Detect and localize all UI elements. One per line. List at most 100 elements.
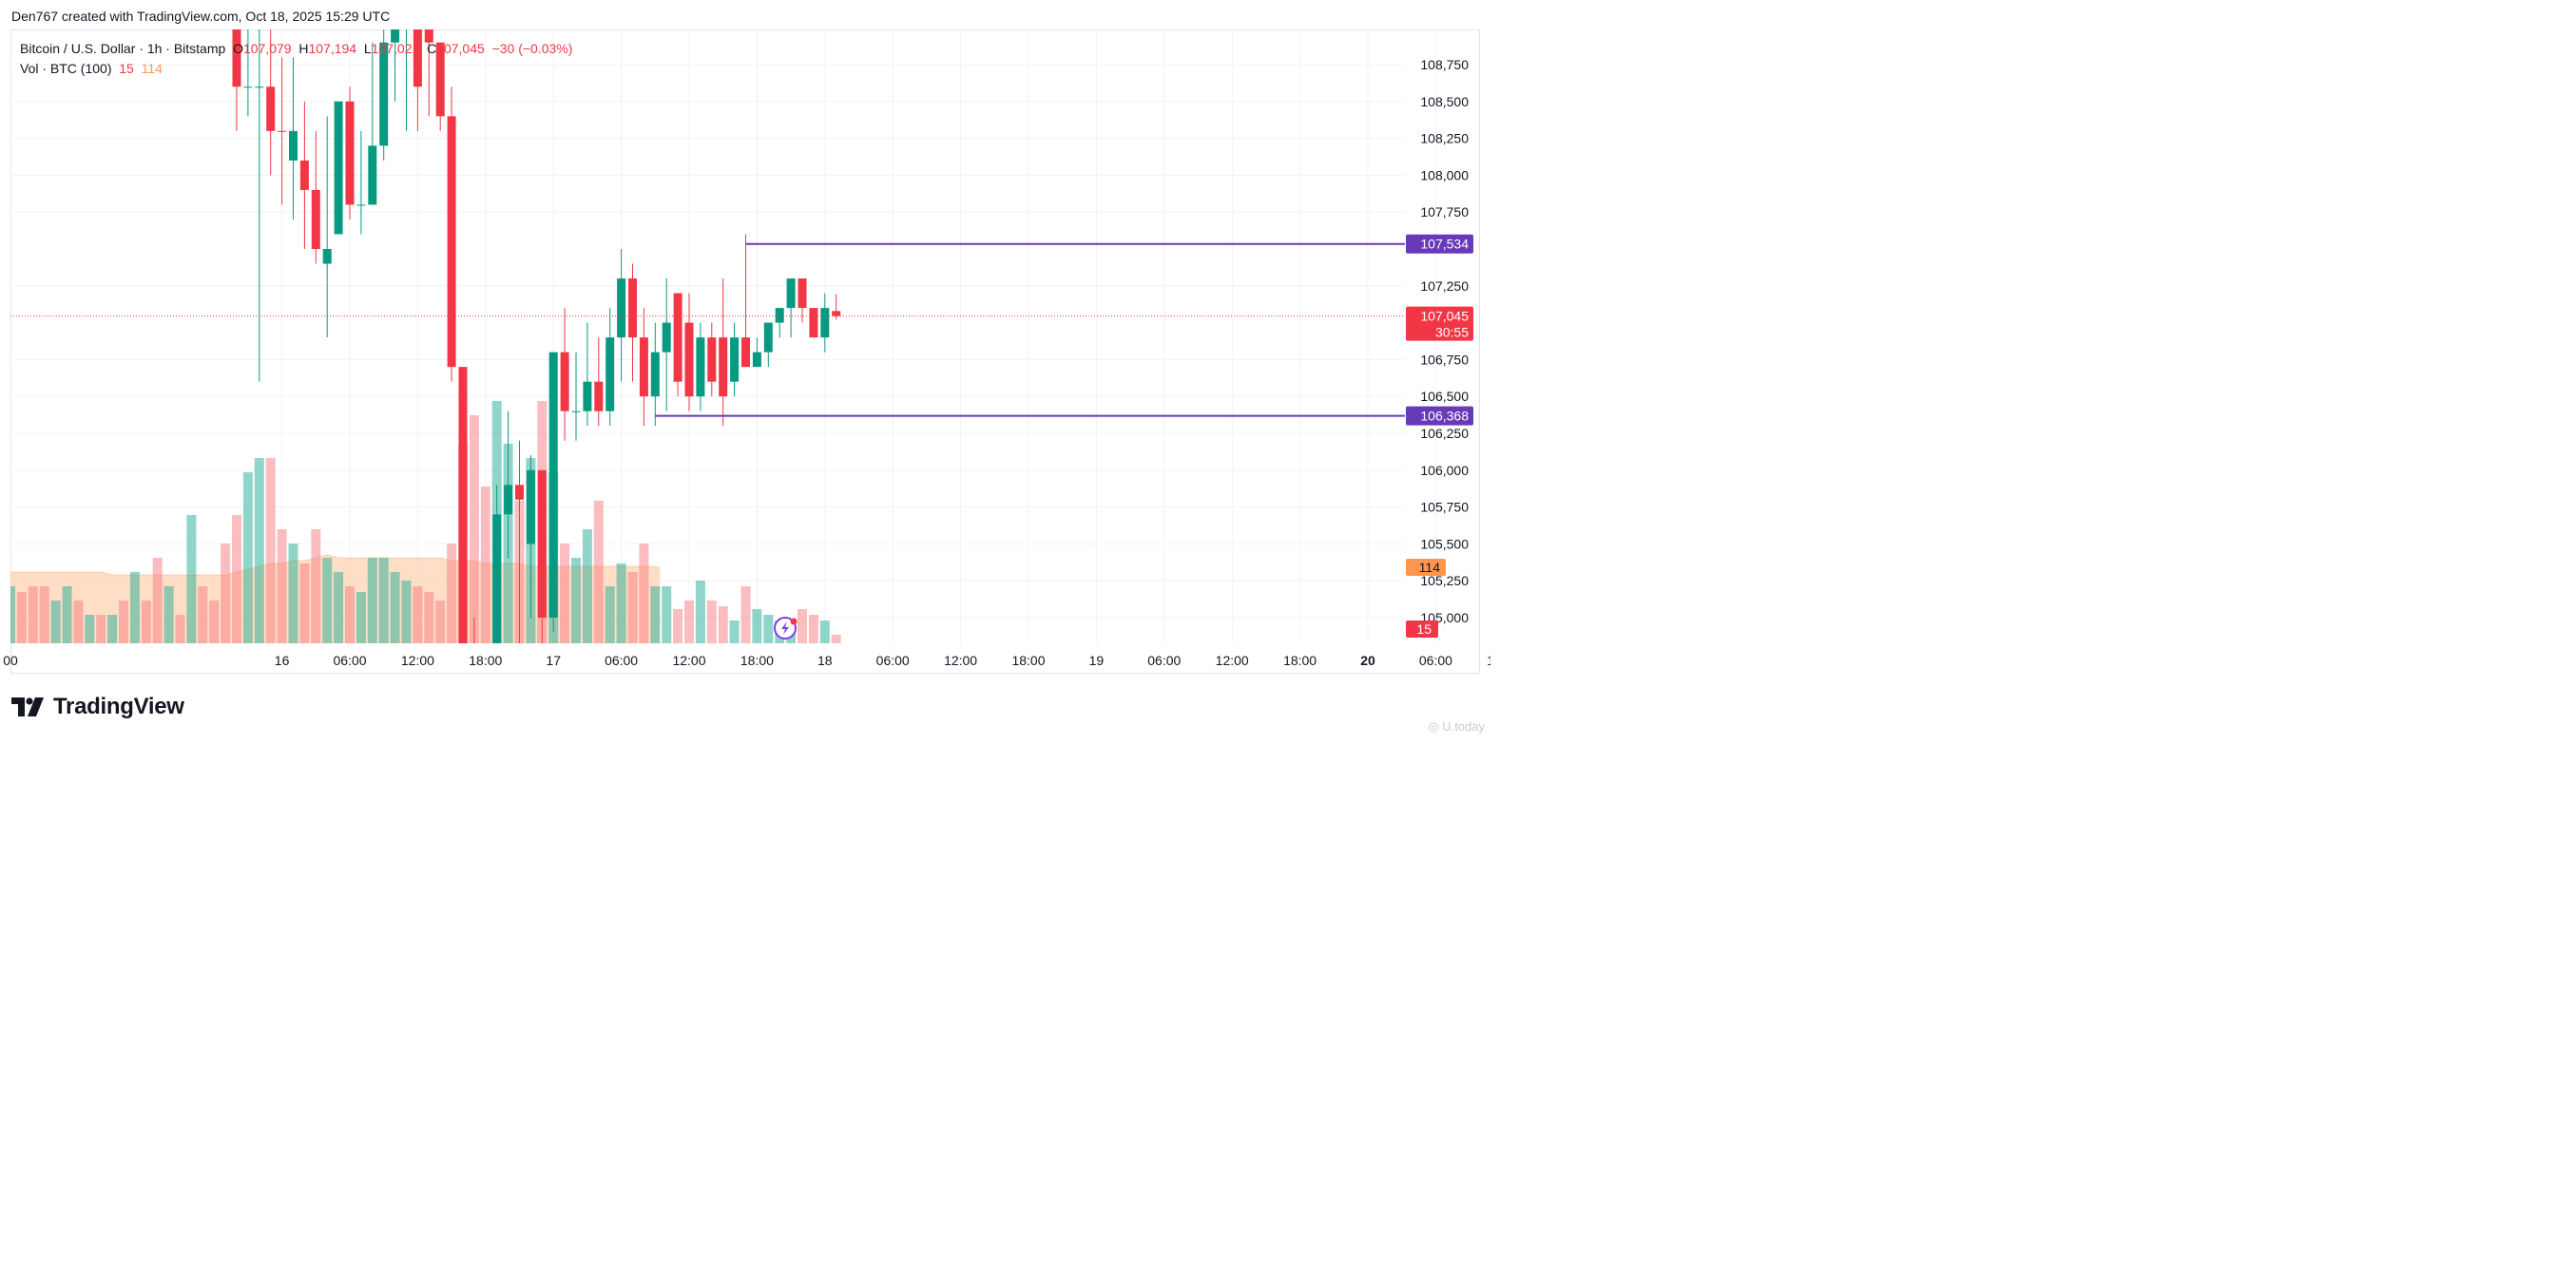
volume-bar: [798, 609, 807, 643]
candle-body: [526, 469, 535, 544]
watermark-text: U.today: [1442, 719, 1485, 734]
volume-bar: [605, 586, 615, 643]
level-price-badge: 106,368: [1406, 406, 1473, 426]
candle-body: [696, 337, 705, 397]
volume-ma-badge: 114: [1406, 559, 1446, 576]
candle-body: [458, 367, 468, 643]
candle-body: [391, 29, 400, 43]
candle-body: [639, 337, 648, 397]
candle-body: [243, 86, 253, 88]
volume-bar: [198, 586, 208, 643]
price-tick-label: 106,500: [1420, 389, 1469, 404]
candle-body: [628, 278, 637, 338]
candle-body: [617, 278, 626, 338]
volume-bar: [175, 615, 185, 643]
volume-bar: [28, 586, 38, 643]
volume-bar: [288, 544, 298, 643]
volume-layer: [10, 401, 841, 643]
time-tick-label: 00: [3, 653, 18, 668]
volume-bar: [831, 635, 841, 643]
volume-bar: [639, 544, 649, 643]
candle-body: [356, 204, 366, 206]
tradingview-brand[interactable]: TradingView: [11, 694, 184, 720]
level-price-badge-text: 106,368: [1420, 409, 1469, 424]
candle-body: [368, 145, 377, 205]
volume-ma-badge-bg: [1406, 559, 1446, 576]
legend-volume-row[interactable]: Vol · BTC (100) 15 114: [20, 59, 572, 79]
volume-bar: [684, 601, 694, 643]
candle-body: [673, 293, 682, 382]
time-tick-label: 12:00: [944, 653, 977, 668]
volume-bar: [695, 581, 705, 643]
candle-body: [707, 337, 717, 382]
candle-body: [334, 101, 343, 235]
candle-body: [832, 311, 841, 316]
volume-bar: [141, 601, 151, 643]
volume-bar: [650, 586, 661, 643]
candle-body: [741, 337, 750, 368]
time-tick-label: 12:00: [672, 653, 705, 668]
legend-symbol[interactable]: Bitcoin / U.S. Dollar · 1h · Bitstamp: [20, 41, 226, 56]
candle-body: [594, 381, 604, 411]
time-axis[interactable]: 00 16 06:00 12:00 18:00 17 06:00 12:00 18:00 18 06…: [3, 653, 1490, 668]
candle-body: [311, 189, 320, 249]
volume-bar: [221, 544, 231, 643]
level-layer[interactable]: [10, 242, 1405, 417]
candle-body: [560, 352, 569, 411]
volume-bar: [62, 586, 72, 643]
volume-bar: [752, 609, 762, 643]
time-tick-label: 06:00: [605, 653, 638, 668]
legend-c-label: C: [427, 41, 437, 56]
price-tick-label: 106,250: [1420, 426, 1469, 441]
legend-volume-label[interactable]: Vol · BTC (100): [20, 61, 112, 76]
candle-body: [662, 322, 671, 353]
watermark-icon: ◎: [1428, 719, 1443, 734]
volume-bar: [571, 558, 581, 643]
volume-bar: [254, 458, 264, 643]
price-axis[interactable]: 108,750 108,500 108,250 108,000 107,750 107,2…: [1420, 57, 1469, 625]
candle-body: [447, 116, 456, 368]
lightning-replay-icon[interactable]: [774, 617, 798, 640]
volume-bar: [627, 572, 638, 643]
candle-body: [820, 308, 830, 338]
legend-close: 107,045: [436, 41, 485, 56]
time-tick-label: 16: [275, 653, 290, 668]
volume-ma-line: [10, 554, 656, 576]
volume-bar: [299, 563, 310, 643]
time-tick-label: 06:00: [1419, 653, 1452, 668]
volume-bar: [107, 615, 118, 643]
volume-bar: [356, 592, 366, 643]
price-tick-label: 106,750: [1420, 352, 1469, 367]
volume-bar: [763, 615, 774, 643]
legend-volume-value: 15: [119, 61, 134, 76]
price-tick-label: 105,750: [1420, 500, 1469, 515]
legend-high: 107,194: [308, 41, 357, 56]
volume-bar: [242, 472, 253, 643]
tradingview-logo-icon: [11, 697, 44, 716]
legend-ohlc-row[interactable]: Bitcoin / U.S. Dollar · 1h · Bitstamp O1…: [20, 39, 572, 59]
volume-bar: [593, 501, 604, 643]
candle-body: [255, 86, 264, 88]
volume-bar: [186, 515, 197, 643]
candle-body: [481, 677, 490, 678]
volume-bar: [367, 558, 377, 643]
candle-body: [424, 29, 433, 43]
candle-body: [786, 278, 796, 309]
volume-bar: [39, 586, 49, 643]
time-tick-label: 18:00: [1283, 653, 1317, 668]
volume-bar: [413, 586, 423, 643]
candle-body: [763, 322, 773, 353]
chart-legend: Bitcoin / U.S. Dollar · 1h · Bitstamp O1…: [20, 39, 572, 79]
current-price-badge-text: 30:55: [1435, 325, 1469, 340]
volume-bar: [119, 601, 128, 643]
price-chart[interactable]: 108,750 108,500 108,250 108,000 107,750 107,2…: [0, 0, 1490, 740]
volume-bar: [673, 609, 683, 643]
time-tick-label: 19: [1089, 653, 1105, 668]
volume-bar: [662, 586, 672, 643]
candle-body: [571, 410, 581, 412]
candle-layer: [232, 29, 841, 678]
volume-bar: [819, 620, 830, 643]
candle-body: [515, 485, 524, 500]
candle-body: [278, 130, 287, 132]
